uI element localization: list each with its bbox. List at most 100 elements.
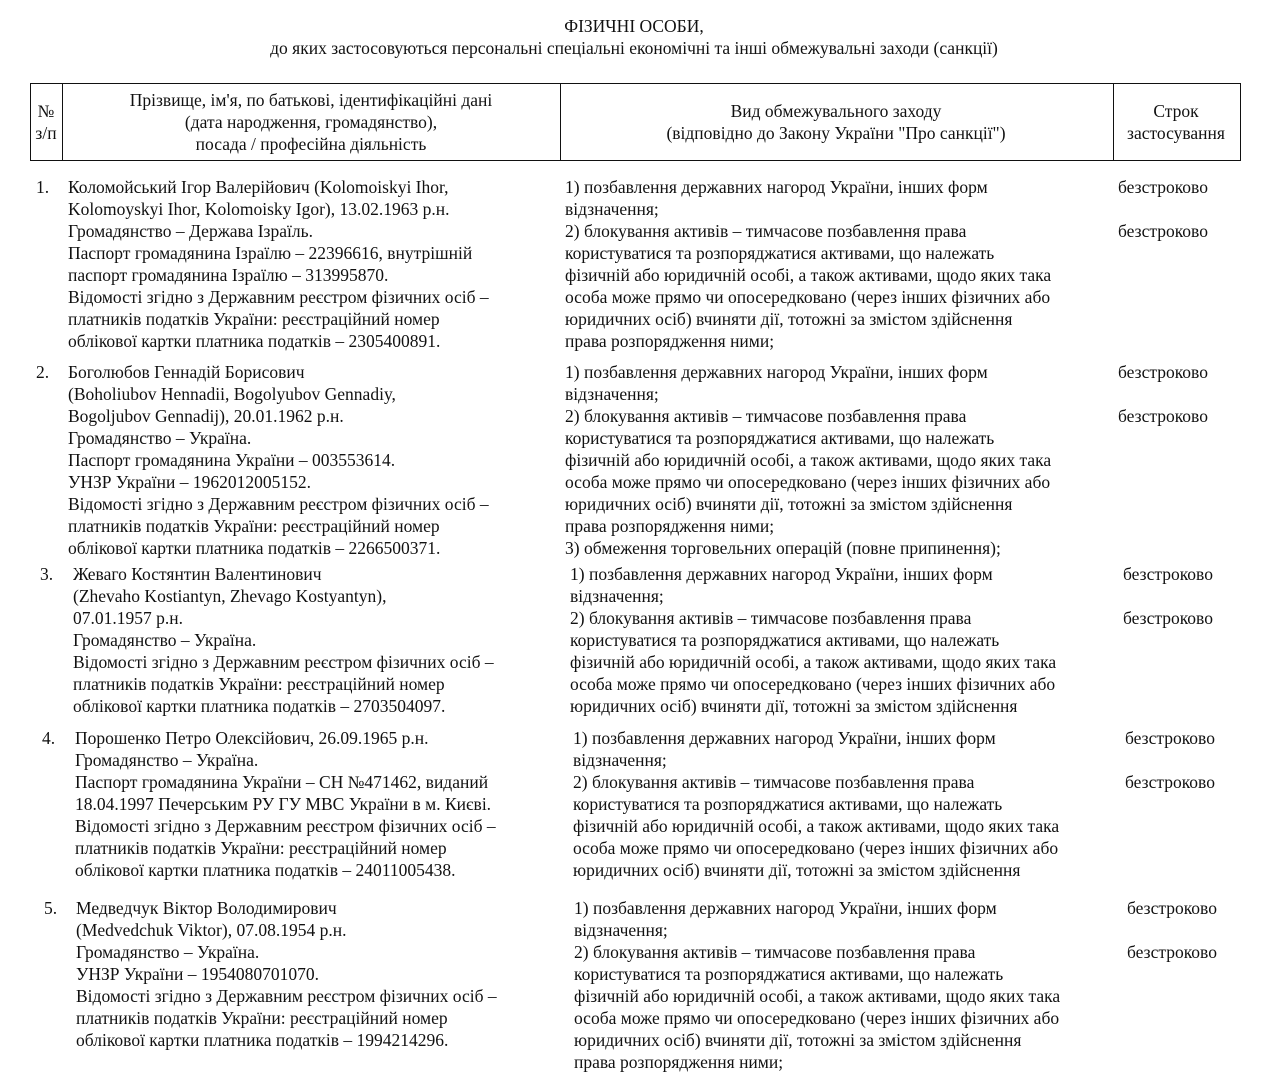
row-number: 4. (42, 728, 56, 748)
measure-line: користуватися та розпоряджатися активами… (565, 243, 995, 263)
person-line: Громадянство – Україна. (75, 750, 259, 770)
column-divider (1113, 84, 1114, 160)
measure-line: права розпорядження ними; (565, 516, 775, 536)
term: безстроково (1127, 898, 1217, 918)
table-header (30, 83, 1241, 161)
measure-line: юридичних осіб) вчиняти дії, тотожні за … (565, 494, 1013, 514)
person-line: Паспорт громадянина Ізраїлю – 22396616, … (68, 243, 473, 263)
person-line: Громадянство – Україна. (68, 428, 252, 448)
person-line: паспорт громадянина Ізраїлю – 313995870. (68, 265, 389, 285)
subtitle: до яких застосовуються персональні спеці… (270, 38, 998, 58)
person-line: Паспорт громадянина України – СН №471462… (75, 772, 489, 792)
column-header: Строк (1153, 101, 1199, 121)
column-header: № (37, 101, 55, 121)
measure-line: 1) позбавлення державних нагород України… (565, 362, 988, 382)
title: ФІЗИЧНІ ОСОБИ, (564, 16, 704, 36)
measure-line: права розпорядження ними; (574, 1052, 784, 1072)
person-line: (Zhevaho Kostiantyn, Zhevago Kostyantyn)… (73, 586, 387, 606)
measure-line: відзначення; (574, 920, 668, 940)
person-line: Громадянство – Держава Ізраїль. (68, 221, 313, 241)
person-line: УНЗР України – 1954080701070. (76, 964, 319, 984)
person-line: облікової картки платника податків – 240… (75, 860, 456, 880)
measure-line: фізичній або юридичній особі, а також ак… (570, 652, 1057, 672)
term: безстроково (1125, 728, 1215, 748)
person-line: Медведчук Віктор Володимирович (76, 898, 337, 918)
person-line: Відомості згідно з Державним реєстром фі… (68, 287, 489, 307)
measure-line: користуватися та розпоряджатися активами… (574, 964, 1004, 984)
term: безстроково (1123, 564, 1213, 584)
term: безстроково (1127, 942, 1217, 962)
person-line: Паспорт громадянина України – 003553614. (68, 450, 396, 470)
row-number: 1. (36, 177, 50, 197)
measure-line: 2) блокування активів – тимчасове позбав… (573, 772, 975, 792)
measure-line: особа може прямо чи опосередковано (чере… (565, 287, 1051, 307)
person-line: Жеваго Костянтин Валентинович (73, 564, 322, 584)
person-line: Відомості згідно з Державним реєстром фі… (76, 986, 497, 1006)
term: безстроково (1118, 221, 1208, 241)
column-header: (відповідно до Закону України "Про санкц… (666, 123, 1006, 143)
measure-line: 1) позбавлення державних нагород України… (573, 728, 996, 748)
measure-line: 1) позбавлення державних нагород України… (570, 564, 993, 584)
person-line: Коломойський Ігор Валерійович (Kolomoisk… (68, 177, 449, 197)
person-line: (Boholiubov Hennadii, Bogolyubov Gennadi… (68, 384, 396, 404)
term: безстроково (1118, 177, 1208, 197)
measure-line: особа може прямо чи опосередковано (чере… (573, 838, 1059, 858)
column-header: Прізвище, ім'я, по батькові, ідентифікац… (129, 90, 493, 110)
measure-line: фізичній або юридичній особі, а також ак… (573, 816, 1060, 836)
person-line: Відомості згідно з Державним реєстром фі… (75, 816, 496, 836)
measure-line: фізичній або юридичній особі, а також ак… (574, 986, 1061, 1006)
person-line: Kolomoyskyi Ihor, Kolomoisky Igor), 13.0… (68, 199, 450, 219)
measure-line: 1) позбавлення державних нагород України… (565, 177, 988, 197)
row-number: 5. (44, 898, 58, 918)
measure-line: 1) позбавлення державних нагород України… (574, 898, 997, 918)
column-header: (дата народження, громадянство), (184, 112, 438, 132)
person-line: платників податків України: реєстраційни… (68, 516, 440, 536)
term: безстроково (1118, 406, 1208, 426)
measure-line: 2) блокування активів – тимчасове позбав… (570, 608, 972, 628)
measure-line: відзначення; (565, 384, 659, 404)
measure-line: відзначення; (570, 586, 664, 606)
column-divider (62, 84, 63, 160)
person-line: платників податків України: реєстраційни… (68, 309, 440, 329)
measure-line: 3) обмеження торговельних операцій (повн… (565, 538, 1001, 558)
measure-line: юридичних осіб) вчиняти дії, тотожні за … (565, 309, 1013, 329)
person-line: УНЗР України – 1962012005152. (68, 472, 311, 492)
measure-line: 2) блокування активів – тимчасове позбав… (565, 406, 967, 426)
measure-line: особа може прямо чи опосередковано (чере… (565, 472, 1051, 492)
measure-line: особа може прямо чи опосередковано (чере… (570, 674, 1056, 694)
person-line: Громадянство – Україна. (76, 942, 260, 962)
column-header: застосування (1127, 123, 1225, 143)
row-number: 2. (36, 362, 50, 382)
person-line: Bogoljubov Gennadij), 20.01.1962 р.н. (68, 406, 344, 426)
measure-line: юридичних осіб) вчиняти дії, тотожні за … (573, 860, 1021, 880)
measure-line: користуватися та розпоряджатися активами… (573, 794, 1003, 814)
person-line: облікової картки платника податків – 226… (68, 538, 441, 558)
term: безстроково (1123, 608, 1213, 628)
person-line: платників податків України: реєстраційни… (75, 838, 447, 858)
person-line: 07.01.1957 р.н. (73, 608, 183, 628)
term: безстроково (1118, 362, 1208, 382)
measure-line: права розпорядження ними; (565, 331, 775, 351)
measure-line: фізичній або юридичній особі, а також ак… (565, 450, 1052, 470)
measure-line: юридичних осіб) вчиняти дії, тотожні за … (570, 696, 1018, 716)
column-header: посада / професійна діяльність (195, 134, 427, 154)
person-line: облікової картки платника податків – 270… (73, 696, 446, 716)
person-line: Відомості згідно з Державним реєстром фі… (73, 652, 494, 672)
row-number: 3. (40, 564, 54, 584)
measure-line: відзначення; (565, 199, 659, 219)
person-line: Порошенко Петро Олексійович, 26.09.1965 … (75, 728, 429, 748)
measure-line: користуватися та розпоряджатися активами… (570, 630, 1000, 650)
person-line: Громадянство – Україна. (73, 630, 257, 650)
person-line: облікової картки платника податків – 199… (76, 1030, 449, 1050)
person-line: платників податків України: реєстраційни… (73, 674, 445, 694)
measure-line: 2) блокування активів – тимчасове позбав… (565, 221, 967, 241)
column-header: Вид обмежувального заходу (730, 101, 942, 121)
person-line: 18.04.1997 Печерським РУ ГУ МВС України … (75, 794, 492, 814)
measure-line: користуватися та розпоряджатися активами… (565, 428, 995, 448)
column-divider (560, 84, 561, 160)
measure-line: 2) блокування активів – тимчасове позбав… (574, 942, 976, 962)
measure-line: особа може прямо чи опосередковано (чере… (574, 1008, 1060, 1028)
person-line: Відомості згідно з Державним реєстром фі… (68, 494, 489, 514)
column-header: з/п (35, 123, 57, 143)
